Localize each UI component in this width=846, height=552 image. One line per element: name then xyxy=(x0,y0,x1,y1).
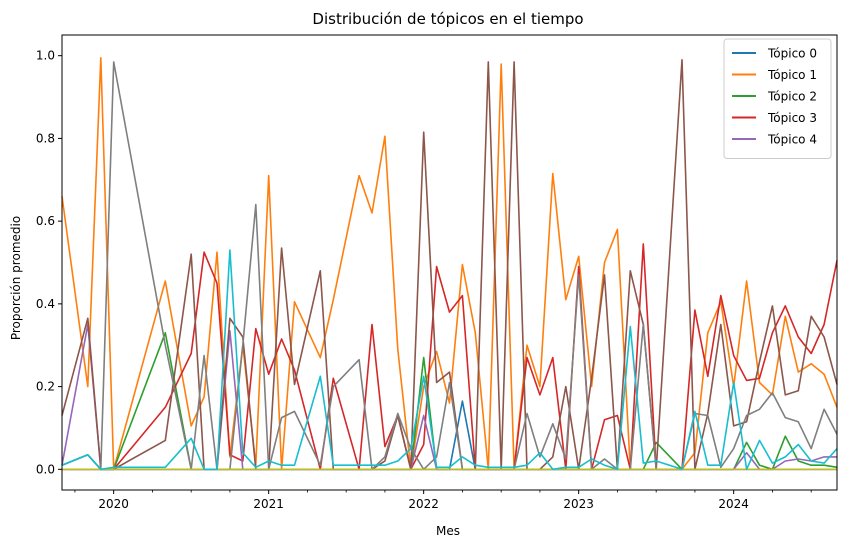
legend-box xyxy=(723,38,832,159)
series-layer xyxy=(61,56,838,471)
series-line-7 xyxy=(61,61,838,471)
legend-label: Tópico 4 xyxy=(767,133,817,147)
y-tick-label: 0.2 xyxy=(36,380,55,394)
y-tick-label: 0.0 xyxy=(36,462,55,476)
x-axis-label: Mes xyxy=(436,524,460,538)
x-tick-label: 2023 xyxy=(563,497,594,511)
legend: Tópico 0 Tópico 1 Tópico 2 Tópico 3 Tópico 4 xyxy=(723,38,832,159)
y-tick-label: 0.4 xyxy=(36,297,55,311)
plot-frame xyxy=(61,34,838,491)
y-axis-label: Proporción promedio xyxy=(9,216,23,340)
legend-label: Tópico 1 xyxy=(767,68,817,82)
x-tick-label: 2022 xyxy=(408,497,439,511)
y-tick-label: 1.0 xyxy=(36,49,55,63)
x-tick-label: 2020 xyxy=(98,497,129,511)
chart-title: Distribución de tópicos en el tiempo xyxy=(312,10,583,28)
legend-label: Tópico 2 xyxy=(767,90,817,104)
series-line-9 xyxy=(61,249,838,471)
series-line-5 xyxy=(61,58,838,471)
y-tick-label: 0.8 xyxy=(36,131,55,145)
axis-layer: 0.0 0.2 0.4 0.6 0.8 1.0 2020 2021 2022 2023 2024 xyxy=(36,34,838,511)
series-line-0 xyxy=(61,400,837,471)
x-tick-label: 2021 xyxy=(253,497,284,511)
legend-label: Tópico 0 xyxy=(767,47,817,61)
y-tick-label: 0.6 xyxy=(36,214,55,228)
x-tick-label: 2024 xyxy=(718,497,749,511)
legend-label: Tópico 3 xyxy=(767,111,817,125)
